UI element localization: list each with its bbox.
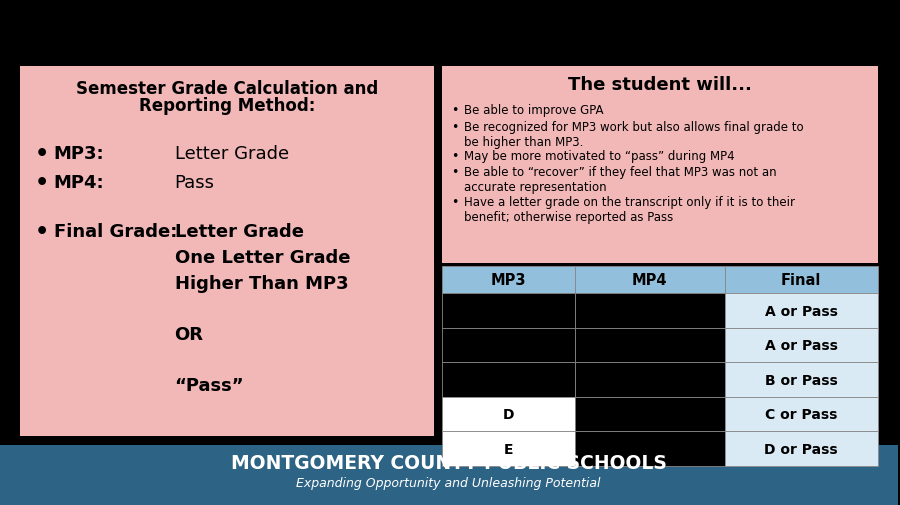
Text: MP4: MP4	[632, 273, 668, 287]
Text: MP3: MP3	[491, 273, 526, 287]
Text: Be recognized for MP3 work but also allows final grade to
be higher than MP3.: Be recognized for MP3 work but also allo…	[464, 120, 804, 148]
Text: •: •	[35, 143, 49, 163]
Text: MONTGOMERY COUNTY PUBLIC SCHOOLS: MONTGOMERY COUNTY PUBLIC SCHOOLS	[230, 453, 667, 472]
Text: One Letter Grade: One Letter Grade	[175, 248, 350, 267]
Bar	[20, 67, 434, 436]
Text: •: •	[35, 173, 49, 193]
Bar	[725, 328, 878, 363]
Text: May be more motivated to “pass” during MP4: May be more motivated to “pass” during M…	[464, 150, 734, 163]
Text: •: •	[451, 195, 458, 209]
Bar	[575, 431, 725, 466]
Bar	[0, 445, 897, 505]
Bar	[442, 431, 575, 466]
Text: “Pass”: “Pass”	[175, 376, 244, 394]
Text: D: D	[502, 407, 514, 421]
Text: MP4:: MP4:	[54, 174, 104, 192]
Text: E: E	[503, 442, 513, 456]
Text: Pass: Pass	[175, 174, 214, 192]
Text: Semester Grade Calculation and: Semester Grade Calculation and	[76, 79, 378, 97]
Text: The student will...: The student will...	[568, 76, 752, 93]
Text: •: •	[451, 120, 458, 133]
Text: Higher Than MP3: Higher Than MP3	[175, 274, 348, 292]
Bar	[725, 266, 878, 294]
Bar	[575, 363, 725, 397]
Text: MP3:: MP3:	[54, 144, 104, 162]
Text: C or Pass: C or Pass	[765, 407, 838, 421]
Text: Expanding Opportunity and Unleashing Potential: Expanding Opportunity and Unleashing Pot…	[296, 476, 601, 489]
Text: •: •	[451, 166, 458, 179]
Text: Final: Final	[781, 273, 822, 287]
Bar	[442, 266, 575, 294]
Text: •: •	[451, 104, 458, 117]
Text: Have a letter grade on the transcript only if it is to their
benefit; otherwise : Have a letter grade on the transcript on…	[464, 195, 795, 224]
Bar	[575, 328, 725, 363]
Text: A or Pass: A or Pass	[765, 304, 838, 318]
Bar	[575, 294, 725, 328]
Bar	[725, 294, 878, 328]
Text: Final Grade:: Final Grade:	[54, 223, 177, 241]
Text: •: •	[451, 150, 458, 163]
Text: OR: OR	[175, 325, 203, 343]
Bar	[725, 397, 878, 431]
Bar	[442, 294, 575, 328]
Text: Be able to improve GPA: Be able to improve GPA	[464, 104, 603, 117]
Text: Letter Grade: Letter Grade	[175, 144, 289, 162]
Bar	[575, 397, 725, 431]
Text: A or Pass: A or Pass	[765, 338, 838, 352]
Text: Reporting Method:: Reporting Method:	[139, 97, 315, 115]
Text: D or Pass: D or Pass	[764, 442, 838, 456]
Bar	[725, 363, 878, 397]
Bar	[442, 397, 575, 431]
Text: Letter Grade: Letter Grade	[175, 223, 303, 241]
Bar	[442, 363, 575, 397]
Text: B or Pass: B or Pass	[765, 373, 838, 387]
Text: Be able to “recover” if they feel that MP3 was not an
accurate representation: Be able to “recover” if they feel that M…	[464, 166, 777, 194]
Text: •: •	[35, 222, 49, 242]
Bar	[575, 266, 725, 294]
Bar	[725, 431, 878, 466]
Bar	[442, 328, 575, 363]
Bar	[442, 67, 878, 264]
